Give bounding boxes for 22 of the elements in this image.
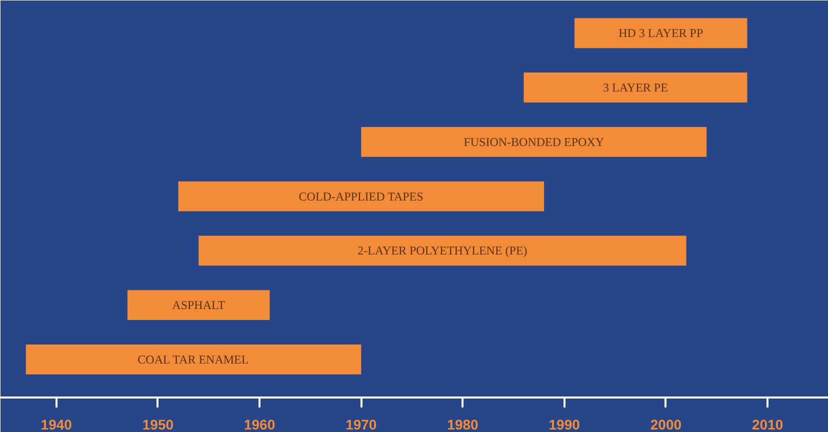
x-tick-label: 1940 (40, 416, 72, 432)
x-tick-label: 1960 (244, 416, 276, 432)
x-tick-label: 1990 (548, 416, 580, 432)
bar (574, 18, 748, 48)
bar (361, 126, 707, 157)
bar (127, 290, 270, 320)
bar (26, 344, 362, 374)
y-tick-label: COAL TAR ENAMEL (138, 352, 249, 366)
x-tick-label: 1950 (142, 416, 174, 432)
x-tick-label: 1980 (447, 416, 479, 432)
y-tick-label: 2-LAYER POLYETHYLENE (PE) (358, 244, 528, 258)
x-tick-label: 2010 (752, 416, 784, 432)
y-tick-label: ASPHALT (172, 298, 226, 312)
x-tick-label: 1970 (346, 416, 377, 432)
y-tick-label: 3 LAYER PE (603, 80, 668, 95)
y-tick-label: HD 3 LAYER PP (618, 26, 704, 40)
bar (524, 72, 748, 102)
bar (178, 181, 544, 212)
x-tick-label: 2000 (650, 416, 682, 432)
y-tick-label: FUSION-BONDED EPOXY (464, 134, 604, 149)
bar (198, 236, 686, 266)
y-tick-label: COLD-APPLIED TAPES (298, 189, 424, 204)
